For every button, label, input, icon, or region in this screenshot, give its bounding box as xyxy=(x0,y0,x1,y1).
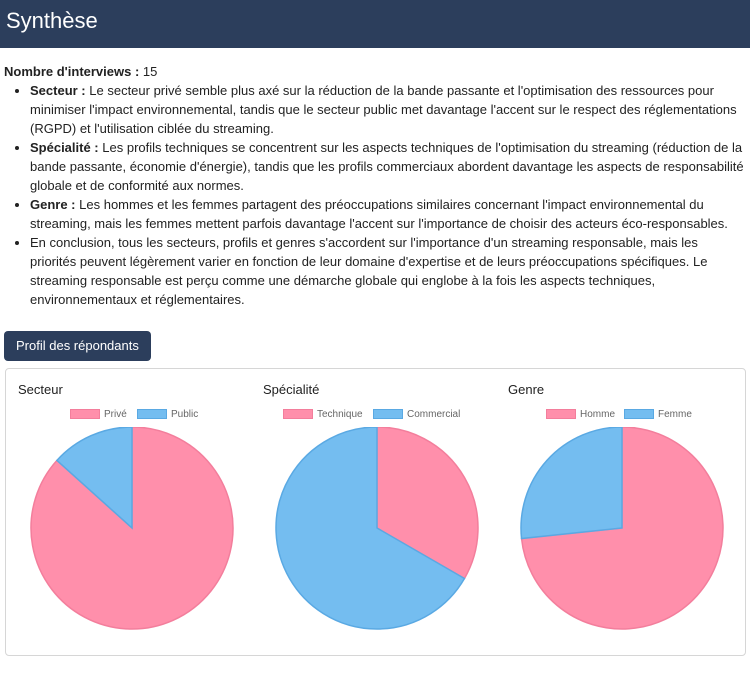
pie-chart xyxy=(275,427,479,630)
list-item: Spécialité : Les profils techniques se c… xyxy=(30,138,744,195)
summary-list: Secteur : Le secteur privé semble plus a… xyxy=(4,81,744,309)
chart-title: Spécialité xyxy=(263,382,320,397)
bullet-text: En conclusion, tous les secteurs, profil… xyxy=(30,235,708,307)
legend-swatch xyxy=(137,409,167,419)
charts-panel: Secteur Privé Public Spécialité Technique Co… xyxy=(5,368,746,656)
legend-item[interactable]: Homme xyxy=(546,409,615,421)
legend-label: Technique xyxy=(317,409,363,420)
pie-slice-femme[interactable] xyxy=(520,427,623,540)
chart-legend: Homme Femme xyxy=(500,409,745,423)
legend-item[interactable]: Femme xyxy=(624,409,692,421)
chart-title: Genre xyxy=(508,382,545,397)
interviews-count: Nombre d'interviews : 15 xyxy=(4,62,744,81)
legend-swatch xyxy=(373,409,403,419)
legend-label: Commercial xyxy=(407,409,461,420)
chart-specialite: Spécialité Technique Commercial xyxy=(255,369,500,655)
legend-item[interactable]: Technique xyxy=(283,409,363,421)
bullet-text: Les profils techniques se concentrent su… xyxy=(30,140,744,193)
bullet-label: Spécialité : xyxy=(30,140,99,155)
legend-label: Femme xyxy=(658,409,692,420)
legend-swatch xyxy=(70,409,100,419)
bullet-text: Le secteur privé semble plus axé sur la … xyxy=(30,83,737,136)
legend-swatch xyxy=(283,409,313,419)
legend-label: Public xyxy=(171,409,199,420)
pie-chart xyxy=(520,427,724,630)
chart-secteur: Secteur Privé Public xyxy=(10,369,255,655)
legend-label: Homme xyxy=(580,409,616,420)
chart-legend: Privé Public xyxy=(10,409,255,423)
chart-title: Secteur xyxy=(18,382,63,397)
pie-chart xyxy=(30,427,234,630)
legend-item[interactable]: Privé xyxy=(70,409,127,421)
legend-swatch xyxy=(624,409,654,419)
interviews-label: Nombre d'interviews : xyxy=(4,64,140,79)
summary-section: Nombre d'interviews : 15 Secteur : Le se… xyxy=(4,62,744,309)
bullet-label: Secteur : xyxy=(30,83,86,98)
pie-slice-technique[interactable] xyxy=(376,427,479,580)
page-header: Synthèse xyxy=(0,0,750,48)
legend-swatch xyxy=(546,409,576,419)
pie-slice-public[interactable] xyxy=(55,427,133,530)
legend-item[interactable]: Public xyxy=(137,409,198,421)
legend-item[interactable]: Commercial xyxy=(373,409,460,421)
chart-genre: Genre Homme Femme xyxy=(500,369,745,655)
list-item: En conclusion, tous les secteurs, profil… xyxy=(30,233,744,309)
profile-respondents-button[interactable]: Profil des répondants xyxy=(4,331,151,361)
legend-label: Privé xyxy=(104,409,127,420)
list-item: Genre : Les hommes et les femmes partage… xyxy=(30,195,744,233)
bullet-label: Genre : xyxy=(30,197,76,212)
pie-slice-commercial[interactable] xyxy=(275,427,466,630)
interviews-value: 15 xyxy=(142,64,158,79)
bullet-text: Les hommes et les femmes partagent des p… xyxy=(30,197,728,231)
chart-legend: Technique Commercial xyxy=(255,409,500,423)
page-title: Synthèse xyxy=(6,8,98,33)
list-item: Secteur : Le secteur privé semble plus a… xyxy=(30,81,744,138)
